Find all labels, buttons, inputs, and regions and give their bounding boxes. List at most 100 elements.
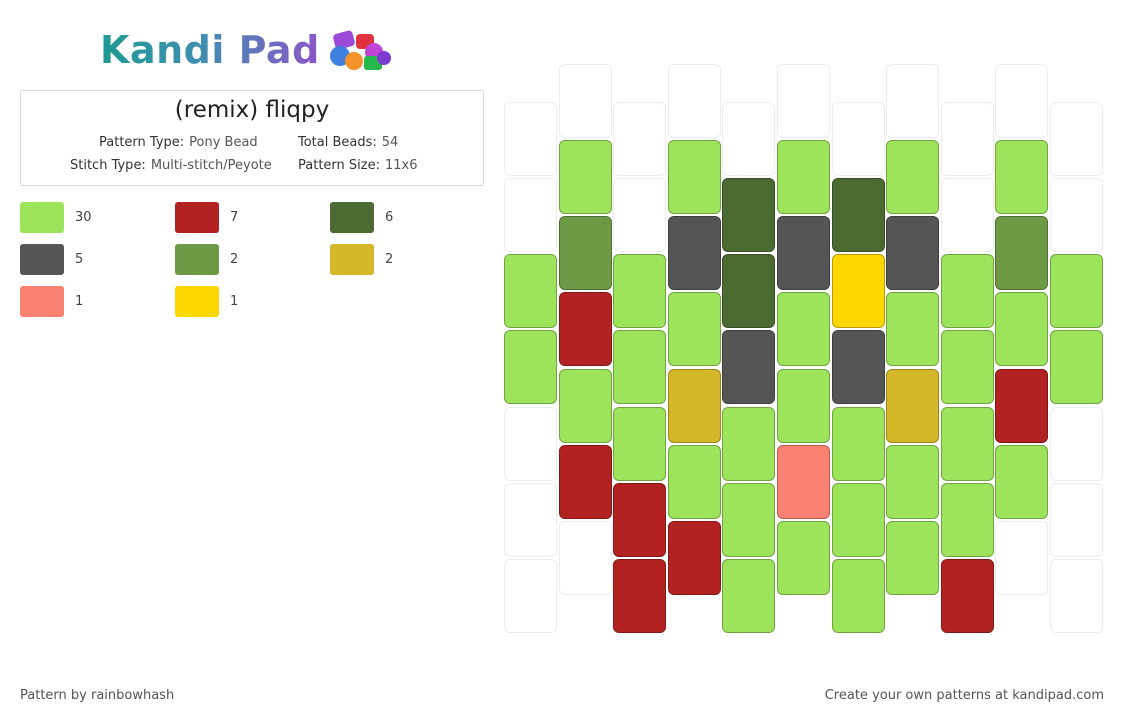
empty-bead-slot — [940, 178, 994, 252]
stitch-type-row: Stitch Type: Multi-stitch/Peyote — [70, 158, 272, 173]
bead — [777, 368, 830, 443]
bead — [886, 292, 940, 367]
pattern-title: (remix) fliqpy — [174, 97, 330, 123]
empty-bead-slot — [613, 178, 667, 252]
bead — [940, 482, 994, 557]
bead — [558, 140, 612, 214]
bead — [504, 254, 557, 329]
color-legend: 30 7 6 5 2 2 1 1 — [20, 202, 490, 332]
bead — [777, 521, 830, 595]
bead — [995, 368, 1049, 443]
bead — [1050, 330, 1103, 405]
logo-text: Kandi Pad — [100, 24, 320, 76]
legend-swatch — [20, 286, 64, 317]
pattern-author: Pattern by rainbowhash — [20, 688, 175, 703]
bead — [995, 292, 1049, 367]
bead — [504, 330, 557, 405]
bead — [886, 521, 940, 595]
bead — [831, 178, 885, 252]
bead — [722, 406, 776, 481]
legend-swatch — [20, 244, 64, 275]
empty-bead-slot — [1050, 482, 1103, 557]
legend-count: 6 — [385, 210, 394, 225]
pattern-type-row: Pattern Type: Pony Bead — [99, 135, 258, 150]
legend-swatch — [20, 202, 64, 233]
empty-bead-slot — [613, 101, 667, 176]
pattern-type-label: Pattern Type: — [99, 135, 185, 150]
legend-count: 2 — [385, 252, 394, 267]
legend-count: 30 — [75, 210, 92, 225]
legend-count: 5 — [75, 252, 84, 267]
kandi-pad-logo[interactable]: Kandi Pad — [100, 24, 410, 76]
bead — [558, 216, 612, 291]
legend-item: 5 — [20, 244, 170, 276]
pattern-size-row: Pattern Size: 11x6 — [298, 158, 417, 173]
bead — [613, 330, 667, 405]
bead — [886, 140, 940, 214]
legend-count: 2 — [230, 252, 239, 267]
stitch-type-value: Multi-stitch/Peyote — [150, 158, 272, 173]
bead — [613, 254, 667, 329]
bead — [995, 216, 1049, 291]
legend-item: 1 — [175, 286, 325, 318]
empty-bead-slot — [558, 63, 612, 138]
stitch-type-label: Stitch Type: — [70, 158, 146, 173]
legend-count: 7 — [230, 210, 239, 225]
bead — [777, 216, 830, 291]
legend-swatch — [175, 286, 219, 317]
empty-bead-slot — [504, 559, 557, 633]
kandipad-link[interactable]: Create your own patterns at kandipad.com — [824, 688, 1104, 703]
bead — [613, 559, 667, 633]
bead — [667, 521, 721, 595]
bead — [831, 559, 885, 633]
bead — [831, 406, 885, 481]
empty-bead-slot — [1050, 178, 1103, 252]
legend-count: 1 — [75, 294, 84, 309]
bead — [995, 140, 1049, 214]
bead — [667, 216, 721, 291]
bead — [831, 482, 885, 557]
bead — [886, 444, 940, 519]
bead — [558, 444, 612, 519]
total-beads-row: Total Beads: 54 — [298, 135, 398, 150]
legend-item: 7 — [175, 202, 325, 234]
total-beads-value: 54 — [381, 135, 399, 150]
bead — [886, 216, 940, 291]
legend-item: 2 — [330, 244, 480, 276]
pattern-info-card: (remix) fliqpy Pattern Type: Pony Bead To… — [20, 90, 484, 186]
empty-bead-slot — [504, 482, 557, 557]
bead — [831, 254, 885, 329]
bead — [667, 292, 721, 367]
empty-bead-slot — [995, 521, 1049, 595]
legend-count: 1 — [230, 294, 239, 309]
bead — [777, 292, 830, 367]
bead — [940, 406, 994, 481]
bead — [1050, 254, 1103, 329]
empty-bead-slot — [504, 101, 557, 176]
bead-cluster-icon — [330, 30, 391, 70]
bead — [886, 368, 940, 443]
bead — [831, 330, 885, 405]
bead — [722, 330, 776, 405]
empty-bead-slot — [995, 63, 1049, 138]
empty-bead-slot — [777, 63, 830, 138]
bead — [667, 140, 721, 214]
pattern-type-value: Pony Bead — [189, 135, 258, 150]
bead — [940, 254, 994, 329]
pattern-size-value: 11x6 — [384, 158, 418, 173]
empty-bead-slot — [940, 101, 994, 176]
empty-bead-slot — [558, 521, 612, 595]
bead — [667, 444, 721, 519]
bead — [995, 444, 1049, 519]
empty-bead-slot — [886, 63, 940, 138]
bead — [940, 330, 994, 405]
legend-item: 2 — [175, 244, 325, 276]
bead — [558, 368, 612, 443]
bead — [940, 559, 994, 633]
pattern-size-label: Pattern Size: — [298, 158, 380, 173]
legend-item: 6 — [330, 202, 480, 234]
total-beads-label: Total Beads: — [298, 135, 377, 150]
bead — [613, 482, 667, 557]
bead — [558, 292, 612, 367]
bead — [613, 406, 667, 481]
